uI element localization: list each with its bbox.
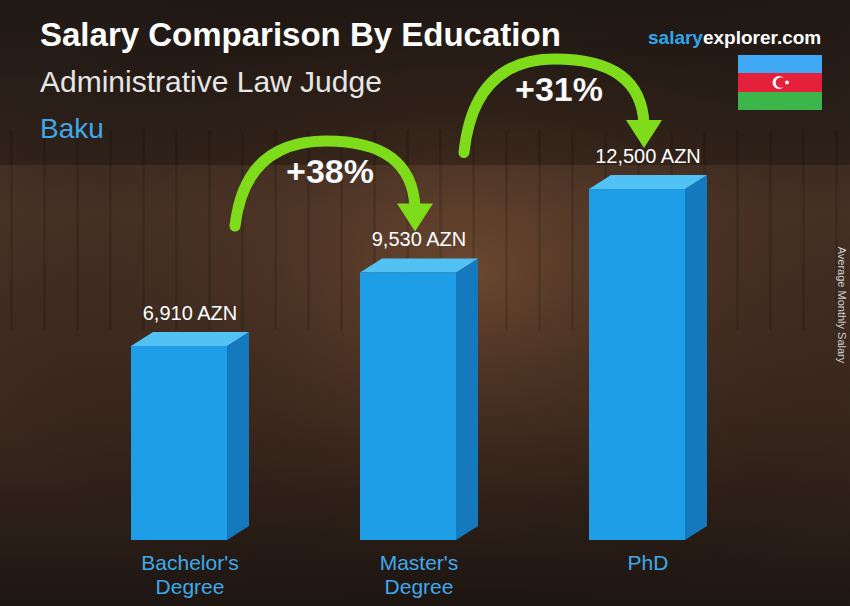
- y-axis-label: Average Monthly Salary: [836, 247, 848, 364]
- bar: [131, 346, 227, 540]
- background-glow: [0, 0, 850, 606]
- category-line: Bachelor's: [141, 551, 238, 574]
- growth-arrow: [235, 141, 433, 231]
- value-label: 6,910 AZN: [143, 302, 238, 324]
- bars: [131, 175, 707, 540]
- bar-top: [131, 332, 249, 346]
- flag-stripe: [738, 55, 822, 73]
- category-label: Master'sDegree: [380, 551, 459, 598]
- site: salaryexplorer.com: [648, 27, 821, 48]
- flag-crescent: [773, 76, 786, 89]
- bar-top: [360, 258, 478, 272]
- annotation: +31%: [515, 70, 603, 108]
- bar-side: [685, 175, 707, 540]
- category-line: Degree: [385, 575, 454, 598]
- value-label: 12,500 AZN: [595, 145, 701, 167]
- bar-side: [227, 332, 249, 540]
- arrow-curve: [464, 59, 644, 152]
- category-line: Master's: [380, 551, 459, 574]
- site-part: salary: [648, 27, 703, 48]
- arrow-curve: [235, 141, 415, 226]
- bar-side: [456, 258, 478, 540]
- category-label: PhD: [628, 551, 669, 574]
- annotation: +38%: [286, 152, 374, 190]
- arrow-head: [626, 120, 662, 148]
- flag-stripe: [738, 92, 822, 110]
- growth-arrow: [464, 59, 662, 152]
- flag-crescent-cut: [776, 77, 787, 88]
- background: [0, 0, 850, 606]
- title: Salary Comparison By Education: [40, 16, 561, 53]
- bar: [589, 189, 685, 540]
- chart: 6,910 AZN9,530 AZN12,500 AZNBachelor'sDe…: [0, 0, 850, 606]
- location: Baku: [40, 113, 104, 144]
- background-shade: [0, 0, 850, 165]
- category-line: PhD: [628, 551, 669, 574]
- category-line: Degree: [156, 575, 225, 598]
- category-label: Bachelor'sDegree: [141, 551, 238, 598]
- flag-stripe: [738, 73, 822, 92]
- flag: [738, 55, 822, 110]
- chart-root: 6,910 AZN9,530 AZN12,500 AZNBachelor'sDe…: [0, 0, 850, 606]
- bar: [360, 272, 456, 540]
- value-label: 9,530 AZN: [372, 228, 467, 250]
- bar-top: [589, 175, 707, 189]
- site-part: explorer.com: [703, 27, 821, 48]
- arrow-head: [397, 203, 433, 231]
- subtitle: Administrative Law Judge: [40, 65, 382, 98]
- flag-star: [785, 81, 789, 85]
